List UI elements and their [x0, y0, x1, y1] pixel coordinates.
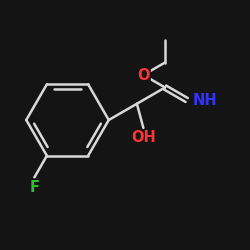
Text: F: F — [29, 180, 39, 195]
Text: OH: OH — [131, 130, 156, 146]
Text: O: O — [137, 68, 150, 82]
Text: NH: NH — [193, 92, 218, 108]
